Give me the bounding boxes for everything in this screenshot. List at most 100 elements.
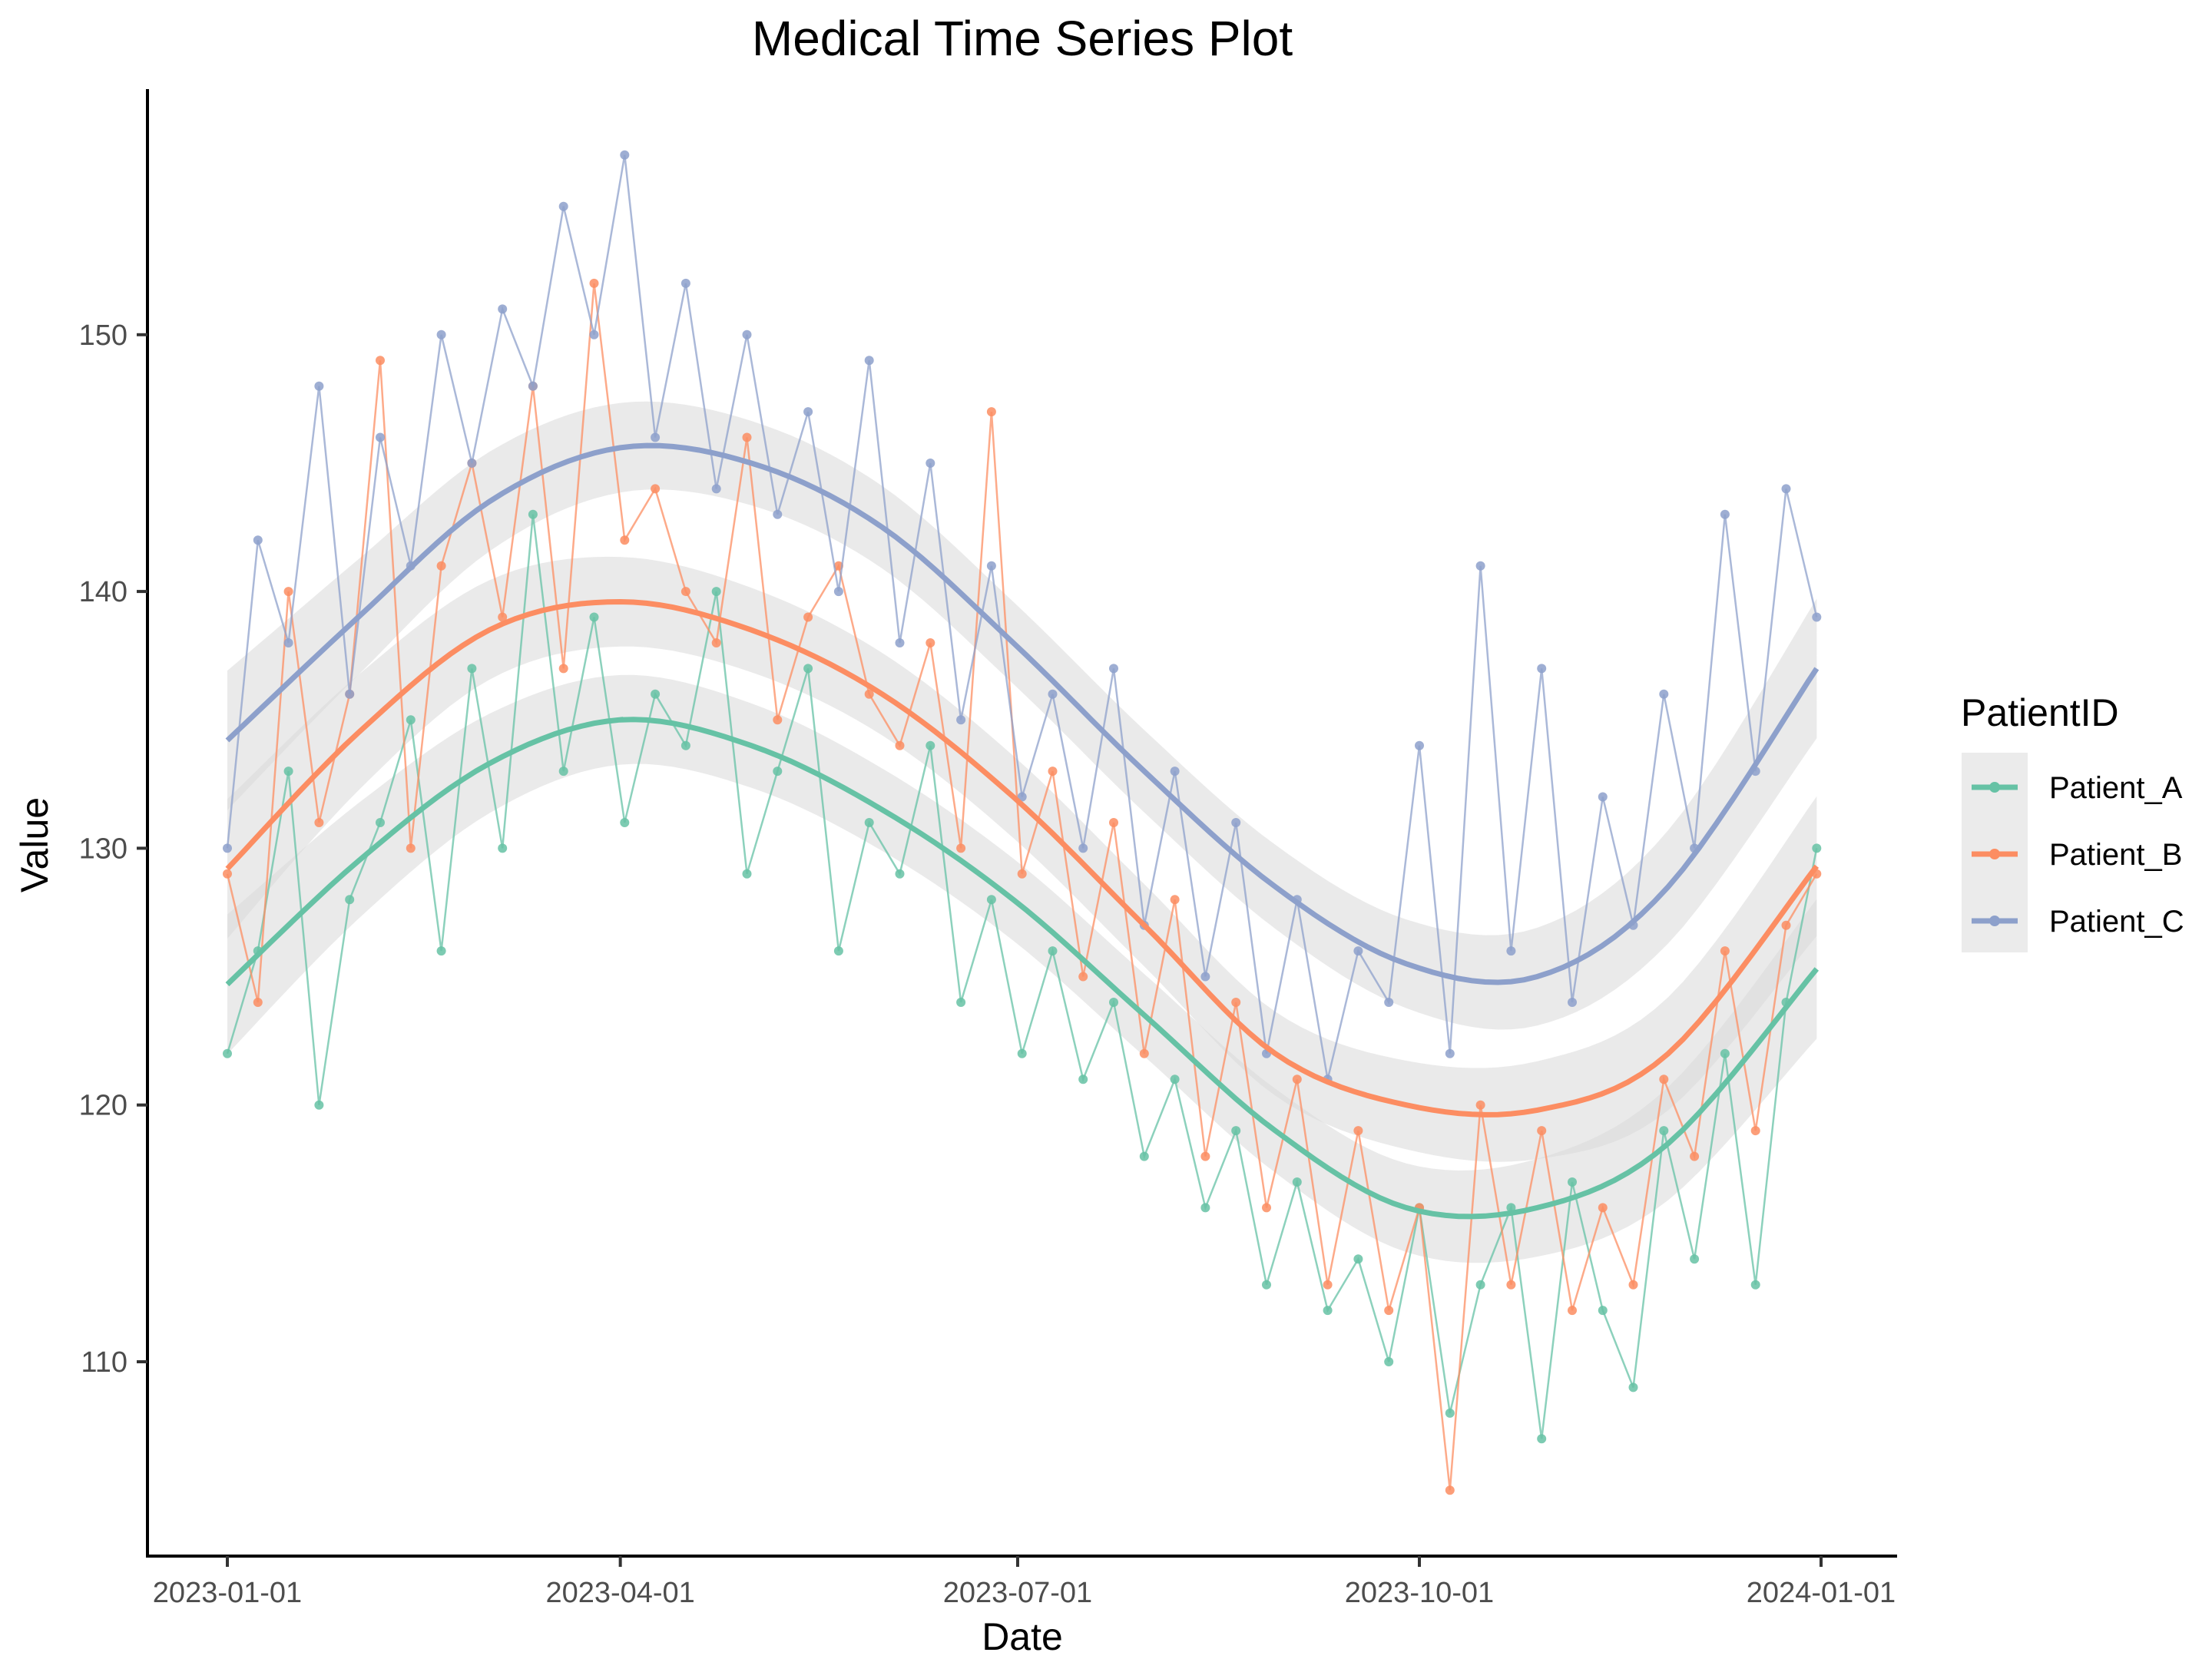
- patient-a-data-point: [1139, 1151, 1149, 1161]
- patient-c-data-point: [1048, 689, 1058, 699]
- patient-c-data-point: [1231, 818, 1241, 827]
- observation-series: [223, 150, 1822, 1495]
- x-axis-title: Date: [982, 1615, 1063, 1658]
- y-tick-label: 150: [79, 320, 127, 352]
- patient-a-data-point: [895, 869, 905, 879]
- patient-b-data-point: [1690, 1151, 1700, 1161]
- patient-a-legend-label: Patient_A: [2049, 771, 2183, 805]
- patient-b-data-point: [558, 664, 568, 674]
- patient-c-data-point: [773, 509, 783, 519]
- patient-c-data-point: [803, 407, 813, 417]
- patient-b-data-point: [253, 998, 263, 1007]
- y-tick-label: 120: [79, 1090, 127, 1122]
- patient-c-data-point: [1475, 561, 1485, 571]
- patient-b-data-point: [283, 587, 293, 597]
- patient-c-legend-point: [1989, 916, 2000, 926]
- legend-title: PatientID: [1961, 691, 2119, 734]
- patient-c-trend-line: [225, 442, 1820, 985]
- patient-a-observations: [223, 509, 1822, 1444]
- patient-a-data-point: [498, 843, 508, 853]
- patient-b-data-point: [1537, 1126, 1547, 1136]
- patient-a-data-point: [1537, 1434, 1547, 1444]
- patient-c-data-point: [283, 638, 293, 647]
- patient-a-data-point: [620, 818, 630, 827]
- y-tick-label: 130: [79, 833, 127, 865]
- legend: PatientID Patient_A Patient_B Patient_C: [1961, 691, 2184, 952]
- patient-c-data-point: [345, 689, 355, 699]
- patient-b-data-point: [1200, 1151, 1210, 1161]
- patient-b-data-point: [1292, 1075, 1302, 1084]
- patient-b-data-point: [926, 638, 935, 647]
- patient-c-data-point: [986, 561, 996, 571]
- patient-b-data-point: [895, 740, 905, 750]
- patient-b-data-point: [1078, 972, 1088, 982]
- patient-b-data-point: [589, 278, 599, 288]
- patient-b-data-point: [1170, 895, 1180, 905]
- y-axis-title: Value: [13, 797, 56, 892]
- patient-a-data-point: [773, 767, 783, 777]
- patient-a-data-point: [833, 946, 843, 956]
- patient-c-data-point: [1200, 972, 1210, 982]
- patient-c-data-point: [1598, 792, 1608, 802]
- patient-c-data-point: [1384, 998, 1394, 1007]
- patient-a-data-point: [345, 895, 355, 905]
- patient-c-data-point: [651, 432, 661, 442]
- patient-c-data-point: [1568, 998, 1577, 1007]
- patient-a-data-point: [1262, 1280, 1271, 1290]
- patient-b-data-point: [864, 689, 874, 699]
- patient-b-data-point: [620, 535, 630, 545]
- patient-c-data-point: [436, 329, 446, 339]
- patient-a-data-point: [1750, 1280, 1760, 1290]
- patient-c-data-point: [620, 150, 630, 160]
- patient-c-data-point: [528, 381, 538, 391]
- x-axis-ticks: 2023-01-01 2023-04-01 2023-07-01 2023-10-01…: [153, 1556, 1896, 1609]
- patient-a-data-point: [1048, 946, 1058, 956]
- patient-c-data-point: [833, 587, 843, 597]
- patient-b-data-point: [1445, 1485, 1455, 1495]
- patient-a-data-point: [528, 509, 538, 519]
- patient-a-data-point: [436, 946, 446, 956]
- patient-a-trend-line: [225, 717, 1820, 1220]
- patient-b-data-point: [1139, 1048, 1149, 1058]
- patient-b-data-point: [803, 612, 813, 622]
- patient-c-data-point: [1109, 664, 1118, 674]
- x-tick-label: 2023-07-01: [943, 1577, 1092, 1609]
- smooth-trend-lines: [225, 442, 1820, 1220]
- patient-a-data-point: [1017, 1048, 1027, 1058]
- patient-a-data-point: [1690, 1254, 1700, 1264]
- patient-a-data-point: [467, 664, 477, 674]
- patient-c-data-point: [1537, 664, 1547, 674]
- patient-a-data-point: [1078, 1075, 1088, 1084]
- patient-a-data-point: [376, 818, 385, 827]
- patient-a-confidence-ribbon: [227, 674, 1817, 1263]
- patient-c-data-point: [1506, 946, 1516, 956]
- patient-a-data-point: [803, 664, 813, 674]
- patient-c-data-point: [1445, 1048, 1455, 1058]
- patient-c-data-point: [1078, 843, 1088, 853]
- patient-c-data-point: [1415, 740, 1424, 750]
- x-tick-label: 2023-10-01: [1345, 1577, 1494, 1609]
- patient-b-data-point: [1506, 1280, 1516, 1290]
- patient-b-data-point: [680, 587, 690, 597]
- patient-a-data-point: [1323, 1306, 1333, 1316]
- patient-c-observations: [223, 150, 1822, 1084]
- patient-b-data-point: [1353, 1126, 1363, 1136]
- patient-a-data-point: [1659, 1126, 1669, 1136]
- confidence-ribbons: [227, 401, 1817, 1263]
- patient-b-trend-line: [225, 598, 1820, 1118]
- patient-c-data-point: [223, 843, 232, 853]
- patient-c-data-point: [1659, 689, 1669, 699]
- patient-a-data-point: [1475, 1280, 1485, 1290]
- patient-a-data-point: [589, 612, 599, 622]
- patient-a-data-point: [1720, 1048, 1730, 1058]
- patient-c-data-point: [314, 381, 324, 391]
- patient-b-data-point: [773, 715, 783, 725]
- patient-b-data-point: [1781, 920, 1791, 930]
- patient-c-data-point: [1720, 509, 1730, 519]
- patient-a-data-point: [1292, 1177, 1302, 1187]
- patient-c-data-point: [956, 715, 966, 725]
- patient-b-data-point: [1598, 1203, 1608, 1213]
- patient-b-data-point: [986, 407, 996, 417]
- y-tick-label: 110: [81, 1346, 127, 1379]
